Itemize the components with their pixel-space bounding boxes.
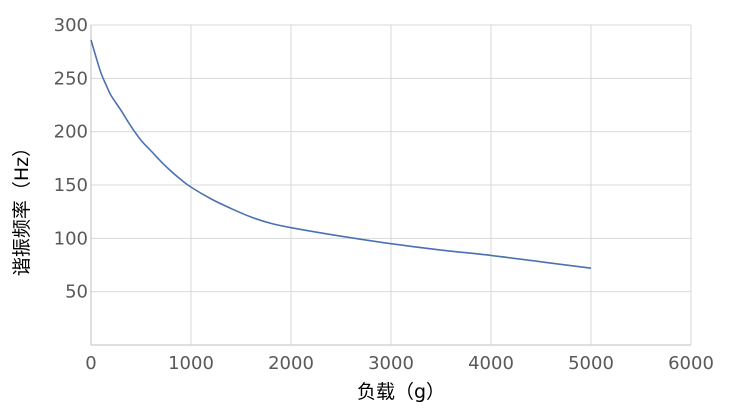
series-line-0 bbox=[90, 39, 592, 269]
grid bbox=[91, 24, 692, 345]
x-tick-label: 1000 bbox=[168, 353, 214, 374]
y-tick-label: 200 bbox=[54, 122, 88, 143]
x-tick-label: 2000 bbox=[268, 353, 314, 374]
y-axis-title: 谐振频率（Hz） bbox=[11, 138, 33, 276]
axes bbox=[90, 25, 691, 346]
y-tick-label: 300 bbox=[54, 15, 88, 36]
y-tick-label: 100 bbox=[54, 228, 88, 249]
y-tick-label: 250 bbox=[54, 68, 88, 89]
y-tick-label: 150 bbox=[54, 175, 88, 196]
x-tick-label: 0 bbox=[85, 353, 96, 374]
x-tick-label: 6000 bbox=[668, 353, 714, 374]
y-tick-label: 50 bbox=[65, 282, 88, 303]
x-tick-label: 4000 bbox=[468, 353, 514, 374]
x-tick-label: 5000 bbox=[568, 353, 614, 374]
series-layer bbox=[90, 39, 592, 269]
x-tick-label: 3000 bbox=[368, 353, 414, 374]
x-axis-title: 负载（g） bbox=[357, 381, 445, 403]
tick-labels: 0 1000 2000 3000 4000 5000 6000 50 100 150 200 250 3… bbox=[54, 15, 714, 374]
